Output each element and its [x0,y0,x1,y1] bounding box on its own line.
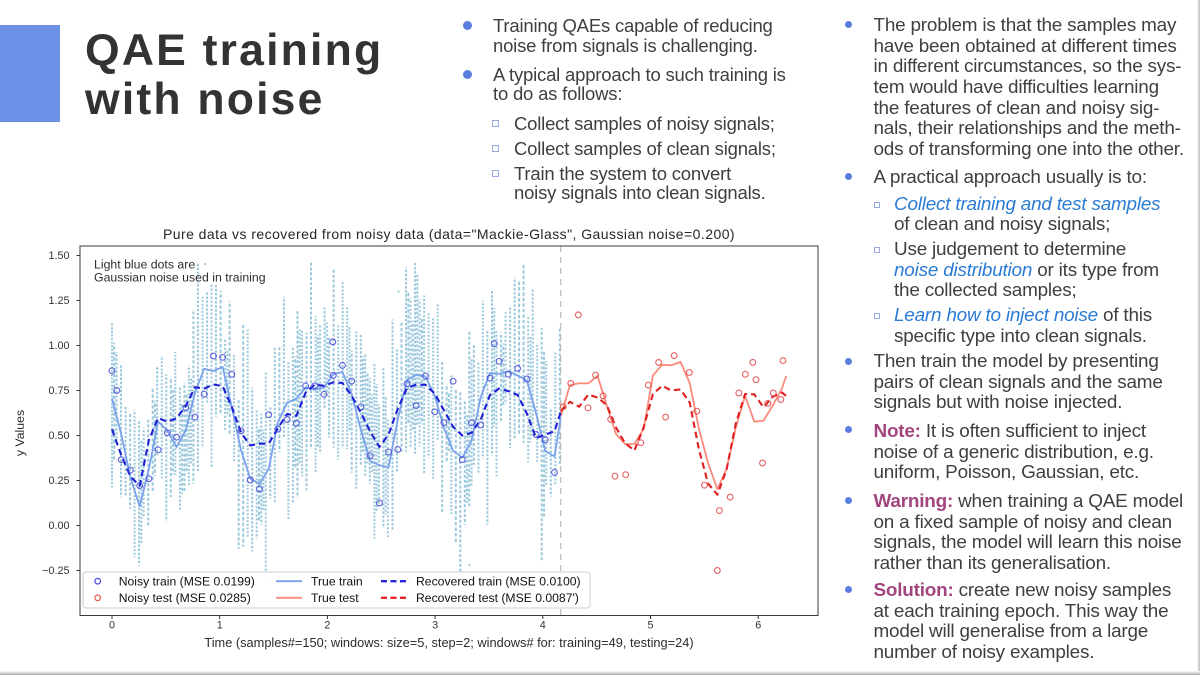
svg-text:6: 6 [755,620,761,632]
svg-text:Pure data vs recovered from no: Pure data vs recovered from noisy data (… [163,226,735,242]
svg-text:1: 1 [217,620,223,632]
svg-text:4: 4 [540,620,546,632]
svg-text:Light blue dots are: Light blue dots are [94,258,195,272]
svg-text:True test: True test [311,591,359,605]
svg-text:1.00: 1.00 [48,340,69,352]
svg-text:0: 0 [109,620,115,632]
svg-text:True train: True train [311,575,363,589]
svg-text:0.50: 0.50 [48,430,69,442]
svg-text:0.25: 0.25 [48,475,69,487]
svg-text:Noisy test (MSE 0.0285): Noisy test (MSE 0.0285) [119,591,251,605]
svg-text:1.50: 1.50 [48,250,69,262]
svg-text:Gaussian noise used in trainin: Gaussian noise used in training [94,271,266,285]
svg-text:Recovered test (MSE 0.0087'): Recovered test (MSE 0.0087') [416,591,579,605]
svg-text:0.00: 0.00 [48,520,69,532]
svg-text:5: 5 [647,620,653,632]
svg-text:y Values: y Values [13,410,27,456]
svg-text:Noisy train (MSE 0.0199): Noisy train (MSE 0.0199) [119,575,255,589]
svg-text:−0.25: −0.25 [42,565,69,577]
svg-text:Time (samples#=150; windows: s: Time (samples#=150; windows: size=5, ste… [204,635,693,650]
svg-text:Recovered train (MSE 0.0100): Recovered train (MSE 0.0100) [416,575,581,589]
svg-text:0.75: 0.75 [48,385,69,397]
svg-text:1.25: 1.25 [48,295,69,307]
svg-text:2: 2 [324,620,330,632]
svg-text:3: 3 [432,620,438,632]
